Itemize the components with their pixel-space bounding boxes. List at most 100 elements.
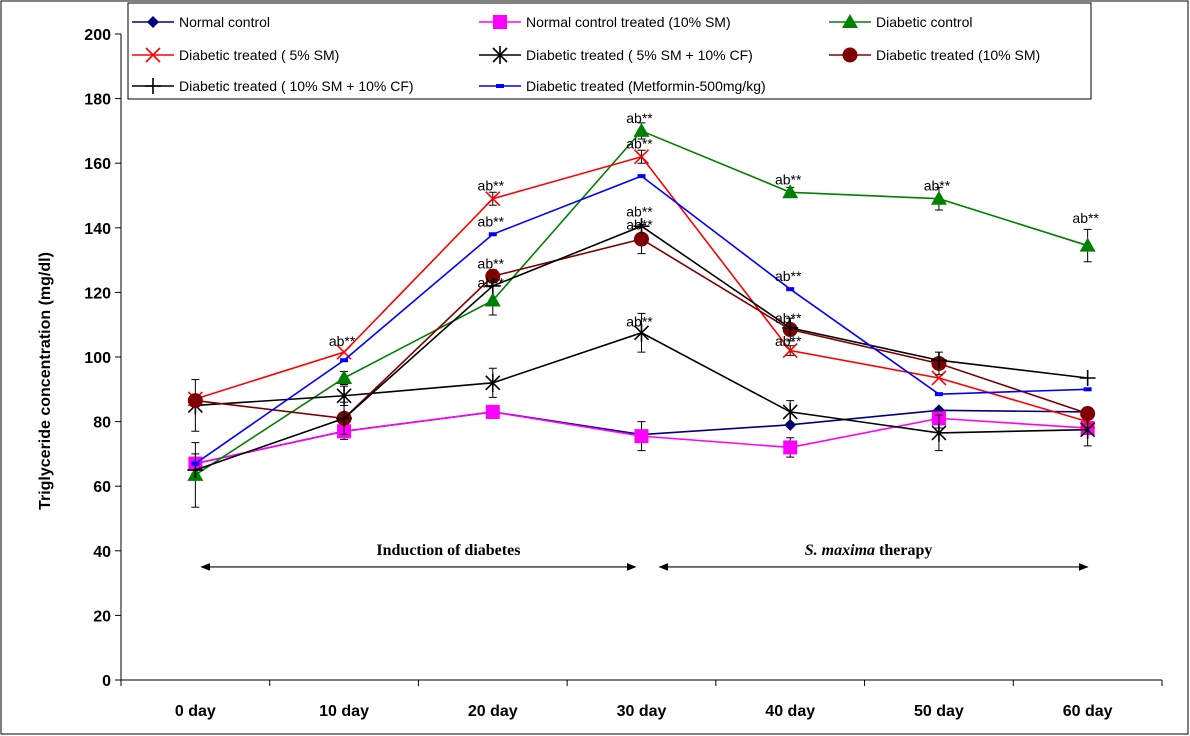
x-tick-label: 60 day — [1063, 703, 1113, 720]
data-point — [191, 461, 200, 466]
legend-label: Diabetic treated (Metformin-500mg/kg) — [526, 78, 766, 94]
data-point — [633, 323, 650, 342]
significance-label: ab** — [1072, 210, 1099, 226]
legend-label: Diabetic treated (10% SM) — [876, 47, 1040, 63]
y-tick-label: 140 — [84, 221, 111, 238]
data-point — [634, 231, 649, 247]
significance-label: ab** — [478, 255, 505, 271]
y-tick-label: 60 — [93, 479, 111, 496]
significance-label: ab** — [626, 204, 653, 220]
significance-label: ab** — [626, 216, 653, 232]
induction-label: Induction of diabetes — [376, 542, 520, 559]
legend-label: Diabetic treated ( 10% SM + 10% CF) — [179, 78, 414, 94]
y-tick-label: 40 — [93, 544, 111, 561]
legend-marker — [492, 46, 508, 64]
legend-label: Diabetic control — [876, 14, 973, 30]
significance-label: ab** — [775, 171, 802, 187]
x-tick-label: 40 day — [765, 703, 815, 720]
legend-item-diabetic-control: Diabetic control — [829, 14, 973, 30]
data-point — [930, 352, 947, 369]
annotations: ab**ab**ab**ab**ab**ab**ab**ab**ab**ab**… — [329, 110, 1100, 349]
legend-item-normal-control: Normal control — [132, 14, 270, 30]
legend-item-normal-control-treated-10-sm: Normal control treated (10% SM) — [479, 14, 731, 30]
therapy-label: S. maxima therapy — [805, 542, 933, 559]
significance-label: ab** — [478, 178, 505, 194]
y-tick-label: 200 — [84, 27, 111, 44]
data-point — [336, 410, 353, 427]
legend-item-diabetic-treated-5-sm-10-cf: Diabetic treated ( 5% SM + 10% CF) — [479, 46, 753, 64]
axes: 0 20 40 60 80 100 120 140 160 180 200 0 day 10 day 20… — [37, 27, 1163, 720]
data-point — [1080, 420, 1096, 439]
significance-label: ab** — [478, 275, 505, 291]
y-tick-label: 100 — [84, 350, 111, 367]
data-point — [485, 373, 501, 392]
legend: Normal control Normal control treated (10… — [127, 2, 1092, 100]
data-point — [187, 393, 203, 409]
phase-arrows: Induction of diabetes S. maxima therapy — [200, 542, 1089, 571]
data-point — [786, 287, 795, 292]
data-point — [633, 149, 650, 165]
legend-item-diabetic-treated-10-sm: Diabetic treated (10% SM) — [829, 47, 1040, 63]
data-point — [634, 429, 649, 444]
x-tick-label: 0 day — [175, 703, 216, 720]
legend-label: Normal control treated (10% SM) — [526, 14, 731, 30]
y-tick-label: 120 — [84, 285, 111, 302]
y-tick-label: 160 — [84, 156, 111, 173]
data-point — [485, 268, 501, 284]
legend-label: Diabetic treated ( 5% SM) — [179, 47, 339, 63]
data-point — [1083, 387, 1092, 392]
significance-label: ab** — [329, 333, 356, 349]
legend-item-diabetic-treated-10-sm-10-cf: Diabetic treated ( 10% SM + 10% CF) — [132, 78, 414, 94]
significance-label: ab** — [775, 333, 802, 349]
legend-label: Diabetic treated ( 5% SM + 10% CF) — [526, 47, 753, 63]
data-point — [783, 440, 798, 455]
data-point — [782, 184, 799, 199]
data-point — [484, 277, 501, 294]
significance-label: ab** — [478, 213, 505, 229]
data-point — [784, 418, 797, 431]
data-point — [488, 232, 497, 237]
x-tick-label: 20 day — [468, 703, 518, 720]
significance-label: ab** — [626, 110, 653, 126]
legend-marker — [147, 16, 159, 28]
data-point — [484, 292, 501, 307]
x-tick-label: 30 day — [617, 703, 667, 720]
significance-label: ab** — [924, 178, 951, 194]
y-tick-label: 80 — [93, 415, 111, 432]
y-tick-label: 180 — [84, 92, 111, 109]
legend-box — [127, 2, 1092, 100]
data-point — [336, 369, 353, 384]
legend-item-diabetic-treated-5-sm: Diabetic treated ( 5% SM) — [132, 47, 339, 63]
data-point — [931, 370, 947, 386]
series-diabetic-treated-10-sm-10-cf — [187, 218, 1096, 479]
data-point — [340, 358, 349, 363]
legend-marker — [145, 78, 161, 94]
data-point — [633, 218, 650, 235]
y-tick-label: 20 — [93, 608, 111, 625]
y-axis-label: Triglyceride concentration (mg/dl) — [37, 252, 54, 510]
data-point — [1079, 369, 1096, 386]
data-point — [1080, 406, 1096, 422]
legend-label: Normal control — [179, 14, 270, 30]
series-diabetic-treated-5-sm — [187, 149, 1096, 430]
therapy-label-rest: therapy — [875, 542, 932, 559]
legend-marker — [496, 84, 504, 88]
legend-marker — [145, 47, 161, 63]
series-group — [187, 122, 1096, 508]
legend-marker — [842, 14, 858, 28]
y-tick-label: 0 — [102, 673, 111, 690]
data-point — [934, 392, 943, 397]
data-point — [782, 319, 799, 336]
data-point — [782, 402, 798, 421]
data-point — [485, 191, 501, 207]
x-tick-label: 50 day — [914, 703, 964, 720]
data-point — [633, 122, 650, 137]
data-point — [485, 404, 500, 419]
series-diabetic-treated-metformin-500mg-kg — [191, 174, 1092, 466]
data-point — [930, 190, 947, 205]
x-tick-label: 10 day — [319, 703, 369, 720]
series-diabetic-control — [187, 122, 1096, 508]
legend-marker — [842, 47, 858, 63]
legend-marker — [493, 15, 507, 29]
